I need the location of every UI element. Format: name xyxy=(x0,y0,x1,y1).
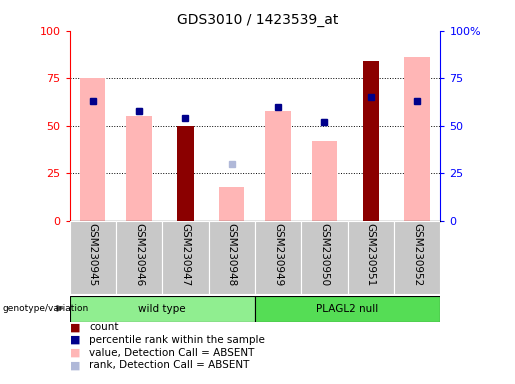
Bar xyxy=(312,141,337,221)
Text: GDS3010 / 1423539_at: GDS3010 / 1423539_at xyxy=(177,13,338,27)
Bar xyxy=(70,296,255,322)
Bar xyxy=(348,221,394,294)
Text: ■: ■ xyxy=(70,322,80,332)
Bar xyxy=(265,111,291,221)
Text: GSM230946: GSM230946 xyxy=(134,223,144,286)
Text: wild type: wild type xyxy=(139,304,186,314)
Bar xyxy=(404,57,430,221)
Bar xyxy=(116,221,162,294)
Bar xyxy=(209,221,255,294)
Text: PLAGL2 null: PLAGL2 null xyxy=(317,304,379,314)
Text: value, Detection Call = ABSENT: value, Detection Call = ABSENT xyxy=(89,348,254,358)
Bar xyxy=(255,221,301,294)
Bar xyxy=(363,61,379,221)
Bar xyxy=(219,187,245,221)
Text: GSM230950: GSM230950 xyxy=(319,223,330,286)
Bar xyxy=(162,221,209,294)
Text: genotype/variation: genotype/variation xyxy=(3,304,89,313)
Bar xyxy=(80,78,106,221)
Bar xyxy=(177,126,194,221)
Text: GSM230947: GSM230947 xyxy=(180,223,191,286)
Text: ■: ■ xyxy=(70,348,80,358)
Text: ■: ■ xyxy=(70,335,80,345)
Bar xyxy=(70,221,116,294)
Text: percentile rank within the sample: percentile rank within the sample xyxy=(89,335,265,345)
Text: count: count xyxy=(89,322,118,332)
Text: GSM230945: GSM230945 xyxy=(88,223,98,286)
Bar xyxy=(394,221,440,294)
Text: rank, Detection Call = ABSENT: rank, Detection Call = ABSENT xyxy=(89,360,249,370)
Text: ■: ■ xyxy=(70,360,80,370)
Text: GSM230951: GSM230951 xyxy=(366,223,376,286)
Bar xyxy=(126,116,152,221)
Bar xyxy=(255,296,440,322)
Text: GSM230952: GSM230952 xyxy=(412,223,422,286)
Bar xyxy=(301,221,348,294)
Text: GSM230948: GSM230948 xyxy=(227,223,237,286)
Text: GSM230949: GSM230949 xyxy=(273,223,283,286)
